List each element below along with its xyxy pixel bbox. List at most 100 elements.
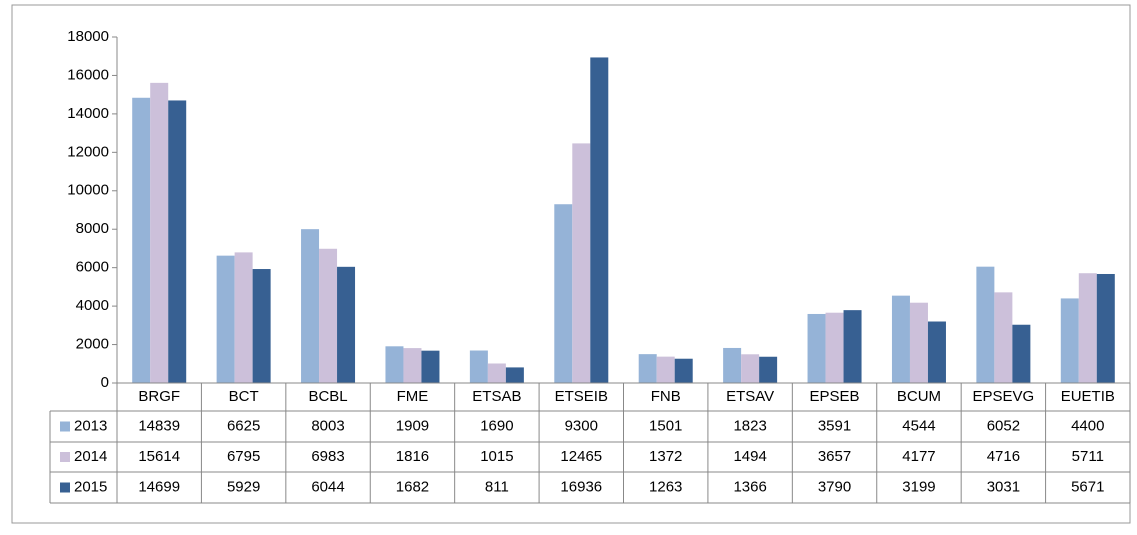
table-value: 811 xyxy=(485,478,509,495)
bar xyxy=(469,350,488,383)
table-value: 4544 xyxy=(902,417,935,434)
table-value: 1263 xyxy=(649,478,682,495)
bar xyxy=(150,82,169,383)
legend-key xyxy=(60,452,70,462)
bar xyxy=(825,312,844,383)
y-tick-label: 8000 xyxy=(76,220,109,237)
table-value: 3591 xyxy=(818,417,851,434)
table-value: 5929 xyxy=(227,478,260,495)
bar xyxy=(656,356,675,383)
bar xyxy=(1078,273,1097,383)
table-value: 6795 xyxy=(227,448,260,465)
table-value: 1690 xyxy=(480,417,513,434)
table-value: 9300 xyxy=(565,417,598,434)
y-tick-label: 0 xyxy=(101,374,109,391)
bar xyxy=(976,266,995,383)
legend-label: 2013 xyxy=(74,417,107,434)
bar xyxy=(723,347,742,383)
table-value: 3657 xyxy=(818,448,851,465)
bar xyxy=(807,313,826,383)
bar xyxy=(337,266,356,383)
x-tick-label: EPSEVG xyxy=(973,388,1035,405)
table-value: 1501 xyxy=(649,417,682,434)
bar xyxy=(909,302,928,383)
table-value: 14699 xyxy=(138,478,180,495)
y-tick-label: 10000 xyxy=(67,182,109,199)
x-tick-label: EPSEB xyxy=(810,388,860,405)
table-value: 8003 xyxy=(311,417,344,434)
table-value: 4716 xyxy=(987,448,1020,465)
bar xyxy=(572,143,591,383)
table-value: 1372 xyxy=(649,448,682,465)
bar xyxy=(385,346,404,383)
x-tick-label: EUETIB xyxy=(1061,388,1115,405)
table-value: 1816 xyxy=(396,448,429,465)
bar xyxy=(638,354,657,383)
bar xyxy=(1060,298,1079,383)
bar xyxy=(301,229,320,383)
bar xyxy=(421,350,440,383)
legend-label: 2014 xyxy=(74,448,107,465)
table-value: 14839 xyxy=(138,417,180,434)
table-value: 5671 xyxy=(1071,478,1104,495)
bar xyxy=(403,348,422,383)
y-tick-label: 14000 xyxy=(67,105,109,122)
x-tick-label: BCT xyxy=(229,388,259,405)
y-tick-label: 16000 xyxy=(67,66,109,83)
bar xyxy=(759,356,778,383)
bar xyxy=(168,100,187,384)
table-value: 1015 xyxy=(480,448,513,465)
table-value: 6052 xyxy=(987,417,1020,434)
y-tick-label: 12000 xyxy=(67,143,109,160)
table-value: 4400 xyxy=(1071,417,1104,434)
table-value: 1823 xyxy=(733,417,766,434)
bar xyxy=(674,358,693,383)
bar xyxy=(1096,273,1115,383)
bar xyxy=(927,321,946,383)
bar xyxy=(843,310,862,383)
table-value: 4177 xyxy=(902,448,935,465)
table-value: 6625 xyxy=(227,417,260,434)
table-value: 12465 xyxy=(560,448,602,465)
table-value: 3790 xyxy=(818,478,851,495)
bar xyxy=(487,363,506,383)
bar xyxy=(554,204,573,383)
bar xyxy=(1012,324,1031,383)
table-value: 6983 xyxy=(311,448,344,465)
legend-label: 2015 xyxy=(74,478,107,495)
y-tick-label: 18000 xyxy=(67,28,109,45)
y-tick-label: 4000 xyxy=(76,297,109,314)
table-value: 1682 xyxy=(396,478,429,495)
x-tick-label: BRGF xyxy=(138,388,180,405)
x-tick-label: BCBL xyxy=(308,388,347,405)
table-value: 15614 xyxy=(138,448,180,465)
x-tick-label: FME xyxy=(397,388,429,405)
bar xyxy=(216,255,235,383)
bar xyxy=(234,252,253,383)
table-value: 16936 xyxy=(560,478,602,495)
legend-key xyxy=(60,482,70,493)
x-tick-label: ETSEIB xyxy=(555,388,608,405)
legend-key xyxy=(60,421,70,432)
table-value: 1909 xyxy=(396,417,429,434)
x-tick-label: BCUM xyxy=(897,388,941,405)
table-value: 1366 xyxy=(733,478,766,495)
bar xyxy=(891,295,910,383)
y-tick-label: 2000 xyxy=(76,336,109,353)
bar xyxy=(505,367,524,383)
x-tick-label: ETSAV xyxy=(726,388,774,405)
bar xyxy=(590,57,609,383)
table-value: 6044 xyxy=(311,478,344,495)
bar xyxy=(132,97,151,383)
table-value: 1494 xyxy=(733,448,766,465)
table-value: 3031 xyxy=(987,478,1020,495)
table-value: 5711 xyxy=(1072,448,1104,465)
x-tick-label: ETSAB xyxy=(472,388,521,405)
bar xyxy=(741,354,760,383)
bar xyxy=(994,292,1013,383)
bar xyxy=(319,248,338,383)
table-value: 3199 xyxy=(902,478,935,495)
x-tick-label: FNB xyxy=(651,388,681,405)
bar xyxy=(252,269,271,383)
